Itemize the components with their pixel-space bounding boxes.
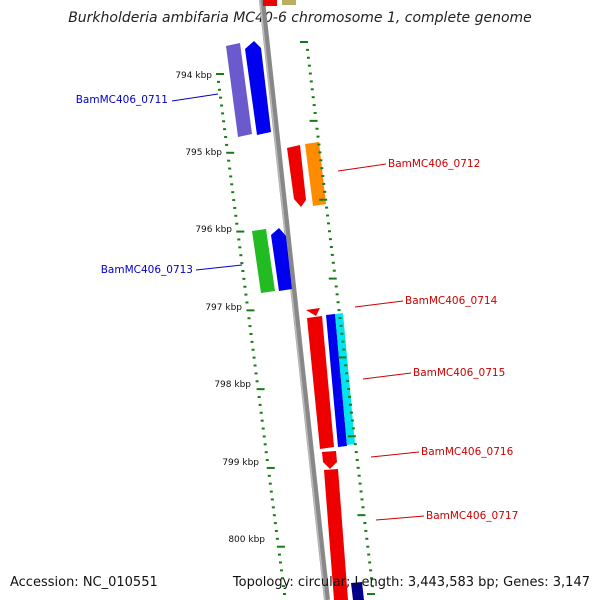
gene-label-0714[interactable]: BamMC406_0714 [405, 295, 498, 307]
tick-label-798: 798 kbp [214, 380, 251, 390]
gene-0712-orange-block [305, 142, 326, 206]
gene-label-0713[interactable]: BamMC406_0713 [101, 264, 193, 276]
tick-label-796: 796 kbp [195, 225, 232, 235]
tick-label-797: 797 kbp [205, 303, 242, 313]
gene-label-0716[interactable]: BamMC406_0716 [421, 446, 514, 458]
summary-text: Topology: circular; Length: 3,443,583 bp… [232, 575, 590, 590]
tick-label-799: 799 kbp [222, 458, 259, 468]
leader-0716 [370, 451, 420, 458]
gene-0712-red-arrow[interactable] [287, 145, 306, 207]
leader-0714 [354, 300, 404, 308]
map-title: Burkholderia ambifaria MC40-6 chromosome… [68, 10, 532, 26]
accession-text: Accession: NC_010551 [10, 575, 158, 590]
gene-0715-red-block[interactable] [307, 316, 334, 449]
gene-label-0712[interactable]: BamMC406_0712 [388, 158, 480, 170]
gene-0713-blue-arrow[interactable] [271, 228, 292, 291]
leader-0712 [337, 163, 387, 172]
feature-top-olive [282, 0, 296, 5]
feature-bottom-navy [351, 582, 364, 600]
gene-0714-red-arrow[interactable] [306, 308, 320, 316]
gene-label-0711[interactable]: BamMC406_0711 [76, 94, 168, 106]
leader-0713 [195, 264, 243, 271]
leader-0711 [171, 93, 219, 102]
gene-0716-red-arrow[interactable] [322, 451, 337, 469]
tick-group [216, 41, 375, 595]
leader-0717 [375, 515, 425, 521]
leader-0715 [362, 372, 412, 380]
gene-0715-blue-block [326, 314, 347, 447]
gene-0711-purple-block [226, 43, 252, 137]
gene-label-0717[interactable]: BamMC406_0717 [426, 510, 518, 522]
tick-label-794: 794 kbp [175, 71, 212, 81]
tick-label-800: 800 kbp [228, 535, 265, 545]
gene-0711-blue-arrow[interactable] [245, 41, 271, 135]
tick-label-795: 795 kbp [185, 148, 222, 158]
gene-0713-green-block [252, 229, 275, 293]
chromosome-backbone [259, 0, 330, 600]
gene-label-0715[interactable]: BamMC406_0715 [413, 367, 505, 379]
gene-0717-red-block[interactable] [324, 469, 348, 600]
feature-top-red [263, 0, 277, 6]
